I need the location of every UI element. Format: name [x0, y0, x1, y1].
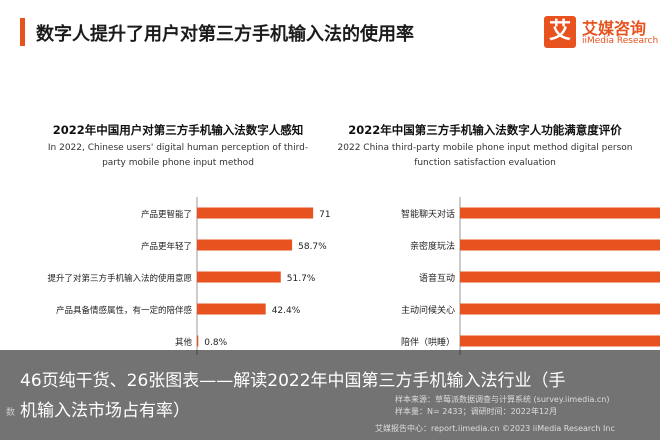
logo-icon: 艾	[544, 16, 576, 48]
category-label: 产品更智能了	[141, 209, 192, 220]
bar	[460, 239, 660, 251]
category-label: 语音互动	[419, 272, 455, 284]
category-label: 产品更年轻了	[141, 241, 192, 252]
footer-copyright: 艾媒报告中心：report.iimedia.cn ©2023 iiMedia R…	[375, 424, 615, 433]
footer-notes: 样本来源：草莓派数据调查与计算系统 (survey.iimedia.cn) 样本…	[395, 394, 609, 418]
category-label: 智能聊天对话	[401, 208, 455, 220]
promo-headline[interactable]: 46页纯干货、26张图表——解读2022年中国第三方手机输入法行业（手机输入法市…	[20, 371, 566, 421]
bar	[460, 303, 660, 315]
category-label: 提升了对第三方手机输入法的使用意愿	[47, 273, 192, 284]
brand-logo: 艾 艾媒咨询 iiMedia Research	[544, 14, 658, 54]
data-label: 58.7%	[298, 242, 327, 252]
right-chart-subtitle: 2022 China third-party mobile phone inpu…	[337, 143, 633, 168]
sample-note: 样本量：N= 2433；调研时间：2022年12月	[395, 407, 558, 416]
category-label: 陪伴（哄睡）	[401, 336, 455, 348]
category-label: 产品具备情感属性，有一定的陪伴感	[56, 305, 193, 316]
category-label: 主动问候关心	[401, 304, 455, 316]
bar	[460, 207, 660, 219]
category-label: 亲密度玩法	[410, 240, 455, 252]
data-label: 0.8%	[204, 338, 227, 348]
left-bar-chart: 产品更智能了 71.7% 产品更年轻了 58.7% 提升了对第三方手机输入法的使用意愿 5…	[47, 197, 330, 355]
data-label: 42.4%	[272, 306, 301, 316]
page-title: 数字人提升了用户对第三方手机输入法的使用率	[36, 24, 414, 45]
bar	[460, 271, 660, 283]
bar	[460, 335, 660, 347]
footer-left-hint: 数	[6, 408, 16, 418]
bar	[197, 303, 266, 315]
logo-subtitle: iiMedia Research	[582, 36, 659, 46]
promo-overlay	[0, 350, 660, 440]
right-bar-chart: 智能聊天对话4.00亲密度玩法3.93语音互动3.84主动问候关心3.77陪伴（…	[401, 197, 660, 355]
data-label: 51.7%	[287, 274, 316, 284]
left-chart-subtitle: In 2022, Chinese users' digital human pe…	[47, 143, 309, 168]
bar	[197, 207, 314, 219]
category-label: 其他	[175, 337, 193, 348]
bar	[197, 271, 281, 283]
source-note: 样本来源：草莓派数据调查与计算系统 (survey.iimedia.cn)	[395, 395, 610, 404]
bar	[197, 335, 199, 347]
bar	[197, 239, 293, 251]
right-chart-title: 2022年中国第三方手机输入法数字人功能满意度评价	[348, 123, 622, 137]
title-accent-bar	[20, 18, 25, 46]
data-label: 71.7%	[319, 210, 330, 220]
left-chart-title: 2022年中国用户对第三方手机输入法数字人感知	[52, 123, 304, 137]
logo-name: 艾媒咨询	[582, 19, 647, 38]
